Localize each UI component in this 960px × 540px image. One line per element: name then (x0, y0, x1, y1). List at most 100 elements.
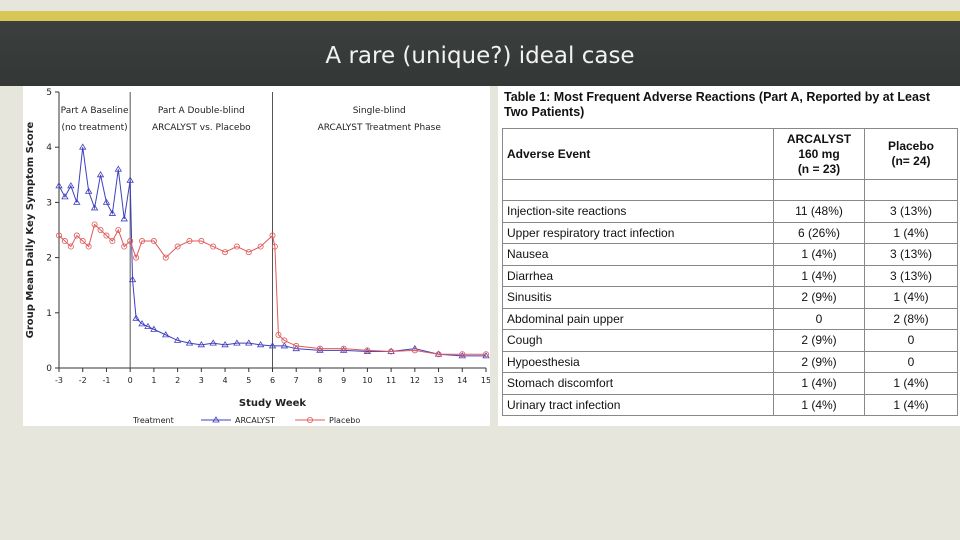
x-tick-label: 11 (386, 376, 396, 385)
data-point-arcalyst (102, 198, 111, 205)
data-point-placebo (85, 243, 92, 250)
data-point-arcalyst (90, 204, 99, 211)
data-point-arcalyst (138, 320, 146, 327)
data-point-placebo (186, 238, 193, 245)
cell-arcalyst: 2 (9%) (773, 350, 865, 373)
cell-adverse-event: Hypoesthesia (502, 350, 774, 373)
data-point-arcalyst (128, 275, 137, 283)
cell-placebo: 1 (4%) (864, 286, 958, 309)
table-row: Abdominal pain upper 0 2 (8%) (502, 307, 958, 330)
data-point-arcalyst (144, 322, 152, 330)
data-point-placebo (121, 243, 128, 250)
table-header-row: Adverse Event ARCALYST 160 mg (n = 23) P… (502, 128, 958, 180)
top-band (0, 0, 960, 11)
cell-arcalyst: 2 (9%) (773, 286, 865, 309)
cell-placebo: 0 (864, 329, 958, 352)
data-point-placebo (198, 238, 205, 245)
table-row: Hypoesthesia 2 (9%) 0 (502, 350, 958, 373)
adverse-reactions-table-panel: Table 1: Most Frequent Adverse Reactions… (498, 86, 960, 426)
data-point-arcalyst (126, 176, 134, 183)
cell-adverse-event: Sinusitis (502, 286, 774, 309)
cell-arcalyst: 6 (26%) (773, 221, 865, 244)
symptom-score-chart: 0 1 2 3 4 5 -3 -2 -1 0 1 2 3 4 5 6 7 8 9 10 11 12 13 14 15 Part A… (23, 86, 490, 426)
data-point-arcalyst (120, 215, 128, 222)
y-tick-label: 1 (46, 309, 52, 319)
data-point-arcalyst (114, 165, 123, 172)
legend-marker-placebo (306, 416, 313, 423)
data-point-placebo (411, 347, 418, 354)
data-point-arcalyst (73, 198, 81, 205)
data-point-arcalyst (55, 182, 63, 189)
data-point-placebo (61, 238, 68, 245)
table-body: Injection-site reactions 11 (48%) 3 (13%) U… (502, 179, 958, 416)
x-tick-label: 2 (175, 376, 180, 385)
cell-arcalyst: 1 (4%) (773, 243, 865, 266)
phase-label: ARCALYST vs. Placebo (152, 123, 251, 133)
data-point-placebo (109, 238, 116, 245)
series-line-arcalyst (58, 147, 486, 357)
data-point-arcalyst (209, 339, 217, 346)
data-point-arcalyst (363, 347, 372, 354)
data-point-arcalyst (61, 193, 69, 200)
cell-arcalyst: 0 (773, 307, 865, 330)
data-point-placebo (133, 254, 140, 261)
slide-title: A rare (unique?) ideal case (325, 43, 635, 69)
data-point-placebo (115, 226, 122, 233)
data-point-arcalyst (245, 339, 253, 346)
data-point-placebo (162, 254, 169, 261)
data-point-placebo (222, 249, 229, 256)
data-point-arcalyst (256, 341, 265, 348)
table-title: Table 1: Most Frequent Adverse Reactions… (504, 90, 931, 119)
gold-accent-stripe (0, 11, 960, 21)
phase-label: Part A Double-blind (158, 106, 245, 116)
data-point-placebo (435, 351, 442, 358)
data-point-placebo (73, 232, 80, 239)
table-row: Cough 2 (9%) 0 (502, 329, 958, 352)
x-tick-label: 13 (433, 376, 443, 385)
x-tick-label: -3 (55, 376, 63, 385)
data-point-arcalyst (173, 336, 182, 343)
table-spacer-row (502, 179, 958, 201)
data-point-placebo (271, 243, 278, 250)
legend-label-placebo: Placebo (329, 416, 360, 425)
data-point-placebo (340, 345, 347, 352)
data-point-arcalyst (339, 346, 348, 353)
data-point-arcalyst (482, 352, 490, 359)
cell-arcalyst: 1 (4%) (773, 372, 865, 395)
x-tick-label: 9 (341, 376, 346, 385)
data-point-arcalyst (132, 314, 140, 321)
data-point-arcalyst (458, 352, 466, 359)
data-point-placebo (139, 238, 146, 245)
data-point-placebo (316, 345, 323, 352)
x-tick-label: 7 (294, 376, 299, 385)
data-point-arcalyst (67, 182, 75, 189)
phase-label: Single-blind (353, 106, 406, 116)
data-point-placebo (67, 243, 74, 250)
header-placebo-line2: (n= 24) (891, 154, 931, 168)
y-tick-label: 0 (46, 364, 52, 374)
cell-adverse-event: Upper respiratory tract infection (502, 221, 774, 244)
data-point-placebo (174, 243, 181, 250)
y-tick-label: 2 (46, 254, 52, 264)
cell-arcalyst: 11 (48%) (773, 200, 865, 223)
data-point-arcalyst (96, 171, 105, 178)
x-tick-label: -1 (102, 376, 110, 385)
data-point-placebo (293, 342, 300, 349)
phase-label: (no treatment) (61, 123, 127, 133)
cell-placebo: 3 (13%) (864, 264, 958, 287)
x-tick-label: 1 (151, 376, 156, 385)
table-row: Injection-site reactions 11 (48%) 3 (13%) (502, 200, 958, 223)
data-point-arcalyst (268, 342, 277, 349)
cell-placebo: 1 (4%) (864, 393, 958, 416)
data-point-arcalyst (84, 187, 93, 194)
cell-placebo: 1 (4%) (864, 221, 958, 244)
x-axis-label: Study Week (239, 398, 306, 409)
data-point-placebo (257, 243, 264, 250)
cell-adverse-event: Abdominal pain upper (502, 307, 774, 330)
table-row: Stomach discomfort 1 (4%) 1 (4%) (502, 372, 958, 395)
cell-adverse-event: Stomach discomfort (502, 372, 774, 395)
table-row: Urinary tract infection 1 (4%) 1 (4%) (502, 393, 958, 416)
cell-placebo: 0 (864, 350, 958, 373)
data-point-placebo (91, 221, 98, 228)
